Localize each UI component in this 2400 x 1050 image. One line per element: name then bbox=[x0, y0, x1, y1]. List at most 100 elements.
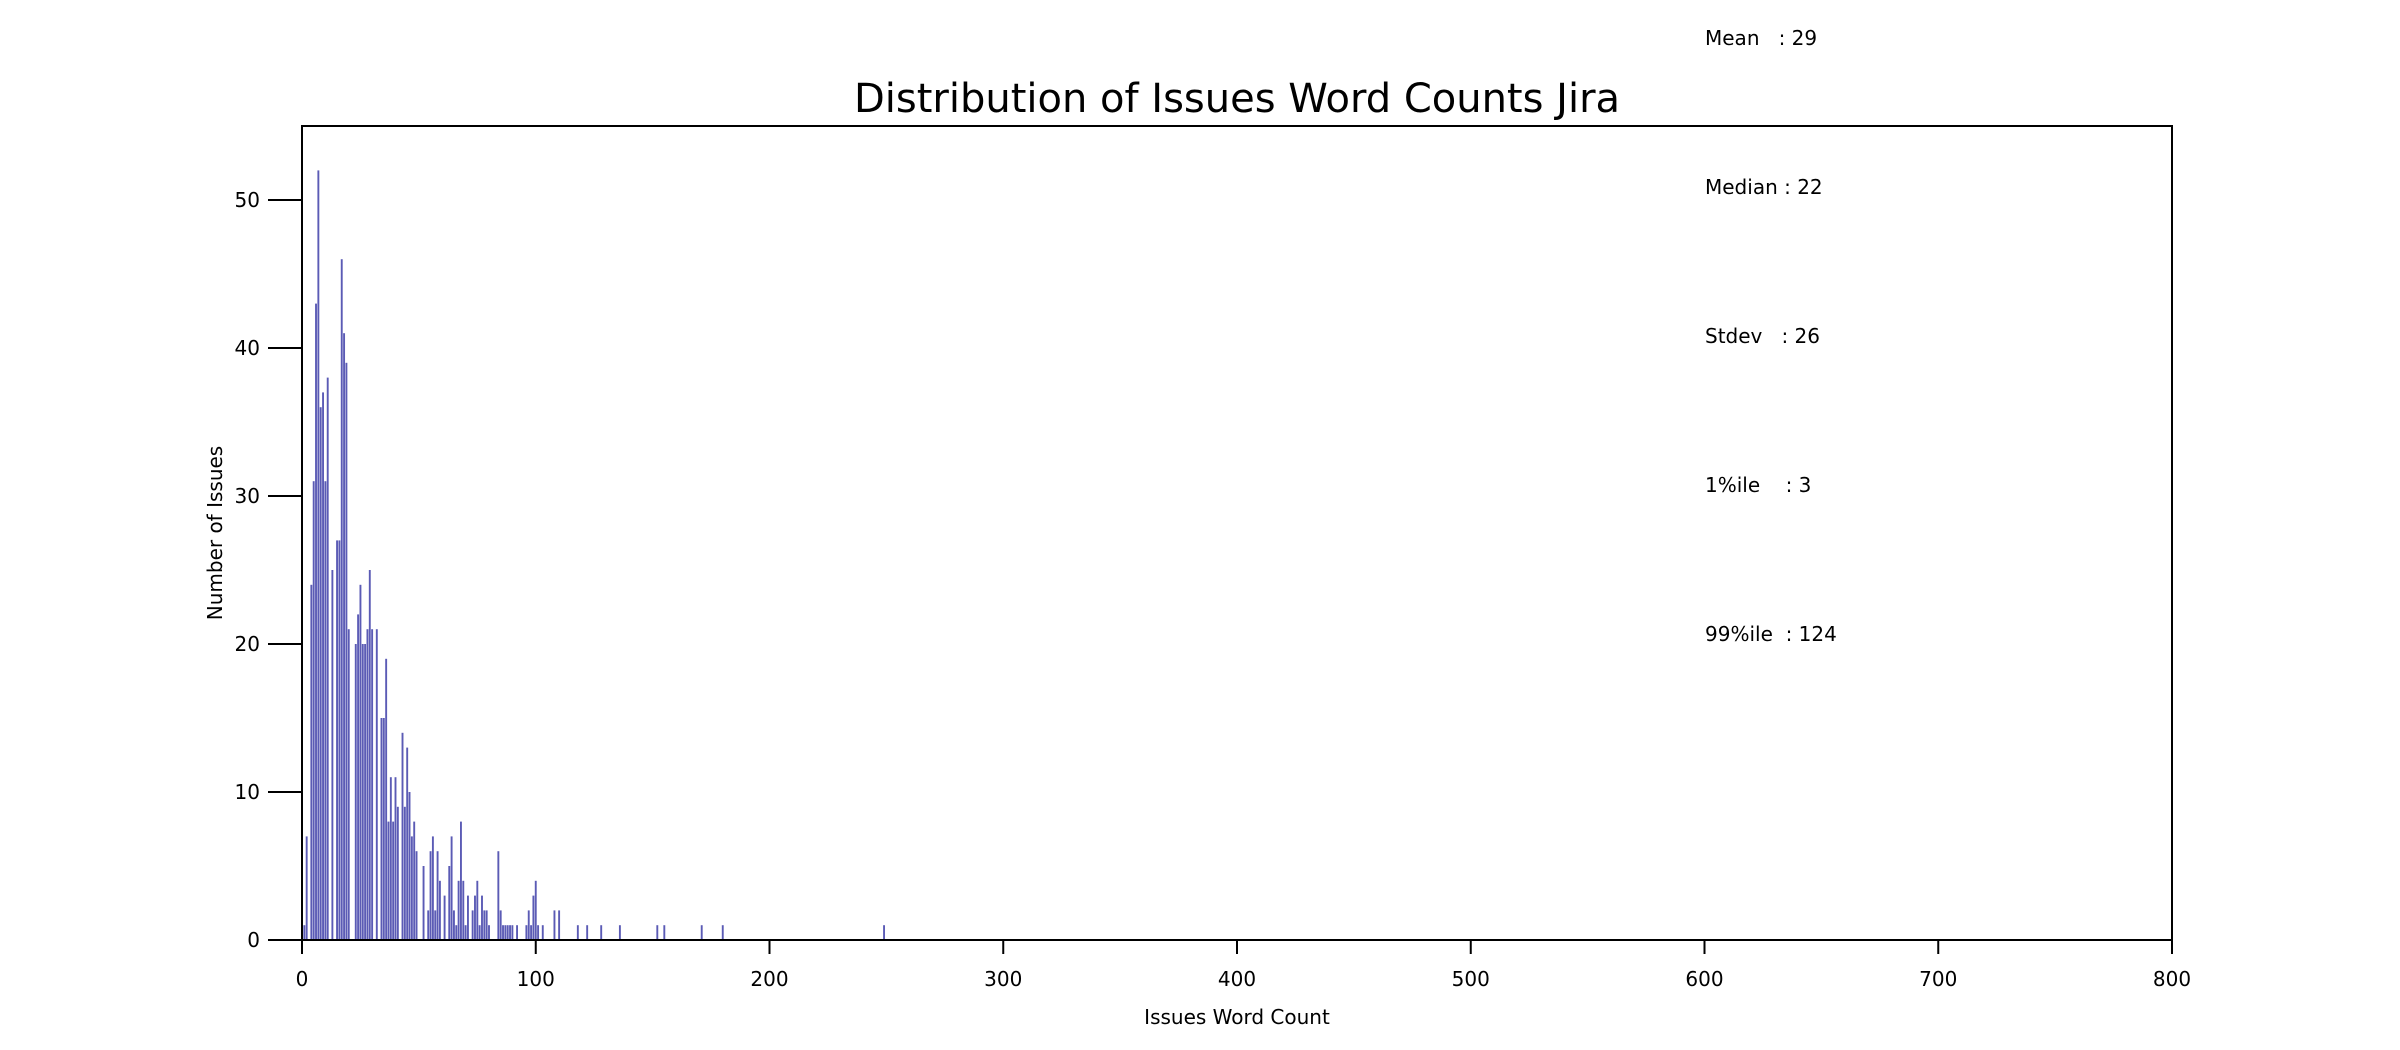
x-tick-label: 300 bbox=[984, 967, 1022, 991]
x-tick-label: 600 bbox=[1685, 967, 1723, 991]
histogram-bar bbox=[663, 925, 666, 940]
histogram-bar bbox=[700, 925, 703, 940]
histogram-bar bbox=[427, 910, 430, 940]
histogram-bar bbox=[448, 866, 451, 940]
histogram-bar bbox=[422, 866, 425, 940]
histogram-bar bbox=[396, 806, 399, 940]
histogram-bar bbox=[558, 910, 561, 940]
histogram-bar bbox=[322, 392, 324, 940]
histogram-bar bbox=[403, 806, 406, 940]
histogram-bar bbox=[438, 880, 441, 940]
histogram-bar bbox=[471, 910, 474, 940]
bar-group bbox=[303, 170, 885, 941]
histogram-bar bbox=[368, 570, 371, 940]
y-tick-label: 10 bbox=[235, 780, 260, 804]
histogram-bar bbox=[413, 821, 416, 940]
histogram-bar bbox=[410, 836, 413, 940]
histogram-bar bbox=[336, 540, 339, 940]
histogram-bar bbox=[380, 718, 383, 940]
histogram-bar bbox=[303, 925, 306, 940]
x-tick-label: 700 bbox=[1919, 967, 1957, 991]
histogram-bar bbox=[354, 644, 357, 940]
histogram-bar bbox=[499, 910, 502, 940]
histogram-bar bbox=[326, 377, 329, 941]
histogram-bar bbox=[375, 629, 378, 940]
x-tick-label: 200 bbox=[750, 967, 788, 991]
histogram-bar bbox=[455, 925, 458, 940]
histogram-bar bbox=[600, 925, 603, 940]
histogram-bar bbox=[481, 895, 483, 940]
histogram-bar bbox=[359, 584, 362, 940]
x-tick-label: 0 bbox=[296, 967, 309, 991]
histogram-bar bbox=[464, 925, 467, 940]
histogram-bar bbox=[338, 540, 341, 940]
histogram-bar bbox=[431, 836, 434, 940]
y-tick-label: 40 bbox=[235, 336, 260, 360]
histogram-bar bbox=[502, 925, 504, 940]
stat-mean: Mean : 29 bbox=[1705, 26, 1817, 50]
histogram-bar bbox=[450, 836, 453, 940]
histogram-bar bbox=[467, 895, 469, 940]
histogram-bar bbox=[506, 925, 509, 940]
histogram-bar bbox=[534, 880, 537, 940]
histogram-bar bbox=[361, 644, 364, 940]
x-tick-label: 400 bbox=[1218, 967, 1256, 991]
histogram-bar bbox=[366, 629, 369, 940]
histogram-bar bbox=[347, 629, 350, 940]
stat-1-percentile: 1%ile : 3 bbox=[1705, 473, 1811, 497]
histogram-bar bbox=[452, 910, 455, 940]
x-tick-label: 100 bbox=[517, 967, 555, 991]
stat-99-percentile: 99%ile : 124 bbox=[1705, 622, 1837, 646]
y-tick-label: 50 bbox=[235, 188, 260, 212]
histogram-bar bbox=[345, 362, 348, 940]
histogram-bar bbox=[457, 880, 460, 940]
histogram-bar bbox=[462, 880, 465, 940]
x-tick-label: 500 bbox=[1452, 967, 1490, 991]
histogram-bar bbox=[516, 925, 518, 940]
x-axis: 0 100 200 300 400 500 600 700 800 bbox=[296, 940, 2191, 991]
histogram-bar bbox=[541, 925, 544, 940]
histogram-bar bbox=[656, 925, 659, 940]
y-tick-label: 0 bbox=[247, 928, 260, 952]
histogram-bar bbox=[385, 658, 388, 940]
histogram-bar bbox=[382, 718, 385, 940]
histogram-bar bbox=[525, 925, 528, 940]
histogram-bar bbox=[586, 925, 589, 940]
histogram-bar bbox=[618, 925, 621, 940]
histogram-bar bbox=[721, 925, 724, 940]
histogram-bar bbox=[497, 851, 500, 940]
stat-stdev: Stdev : 26 bbox=[1705, 324, 1820, 348]
histogram-bar bbox=[415, 851, 418, 940]
histogram-bar bbox=[364, 644, 367, 940]
histogram-bar bbox=[883, 925, 885, 940]
histogram-bar bbox=[406, 747, 409, 940]
histogram-bar bbox=[476, 880, 479, 940]
histogram-bar bbox=[576, 925, 579, 940]
histogram-bar bbox=[530, 925, 533, 940]
stat-median: Median : 22 bbox=[1705, 175, 1823, 199]
x-axis-label: Issues Word Count bbox=[1144, 1005, 1330, 1029]
histogram-bar bbox=[474, 895, 476, 940]
histogram-bar bbox=[312, 481, 315, 940]
histogram-bar bbox=[387, 821, 390, 940]
histogram-bar bbox=[532, 895, 535, 940]
histogram-bar bbox=[371, 629, 374, 940]
histogram-bar bbox=[317, 170, 320, 940]
histogram-bar bbox=[392, 821, 395, 940]
histogram-bar bbox=[436, 851, 439, 940]
histogram-bar bbox=[443, 895, 446, 940]
histogram-bar bbox=[434, 910, 437, 940]
histogram-bar bbox=[509, 925, 511, 940]
histogram-bar bbox=[553, 910, 556, 940]
y-tick-label: 30 bbox=[235, 484, 260, 508]
histogram-bar bbox=[357, 614, 360, 940]
histogram-bar bbox=[504, 925, 507, 940]
histogram-bar bbox=[485, 910, 488, 940]
histogram-bar bbox=[488, 925, 490, 940]
histogram-bar bbox=[310, 584, 313, 940]
histogram-bar bbox=[483, 910, 486, 940]
histogram-bar bbox=[305, 836, 308, 940]
chart-title: Distribution of Issues Word Counts Jira bbox=[854, 76, 1620, 122]
histogram-bar bbox=[460, 821, 462, 940]
